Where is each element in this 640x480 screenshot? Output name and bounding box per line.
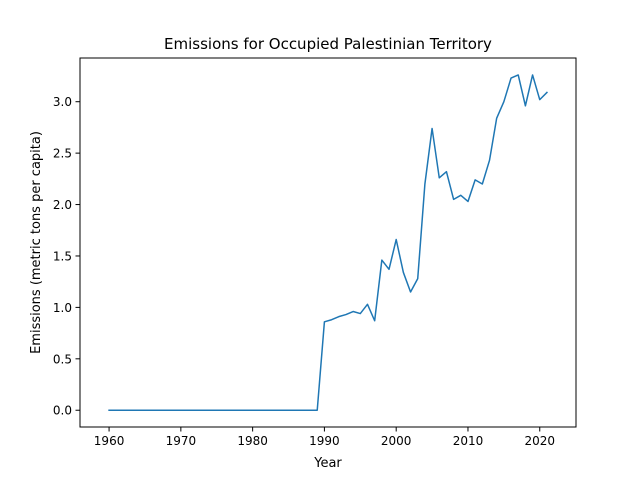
x-tick-label: 2020 [524,434,555,448]
y-tick-label: 1.5 [53,249,72,263]
series-layer [108,74,548,411]
y-tick-label: 1.0 [53,301,72,315]
y-axis-label: Emissions (metric tons per capita) [29,131,44,354]
x-tick-label: 2000 [381,434,412,448]
emissions-series-line [108,74,548,411]
x-tick-label: 2010 [453,434,484,448]
x-tick-label: 1980 [237,434,268,448]
y-tick-label: 0.5 [53,352,72,366]
plot-area-frame [79,57,577,428]
x-tick-label: 1990 [309,434,340,448]
y-tick-label: 2.5 [53,147,72,161]
y-axis: 0.0 0.5 1.0 1.5 2.0 2.5 3.0 [53,95,80,418]
y-tick-label: 0.0 [53,404,72,418]
x-tick-label: 1970 [166,434,197,448]
chart-title: Emissions for Occupied Palestinian Terri… [164,35,492,53]
x-axis-label: Year [313,456,342,471]
x-axis: 1960 1970 1980 1990 2000 2010 2020 [94,427,555,448]
y-tick-label: 2.0 [53,198,72,212]
y-tick-label: 3.0 [53,95,72,109]
x-tick-label: 1960 [94,434,125,448]
